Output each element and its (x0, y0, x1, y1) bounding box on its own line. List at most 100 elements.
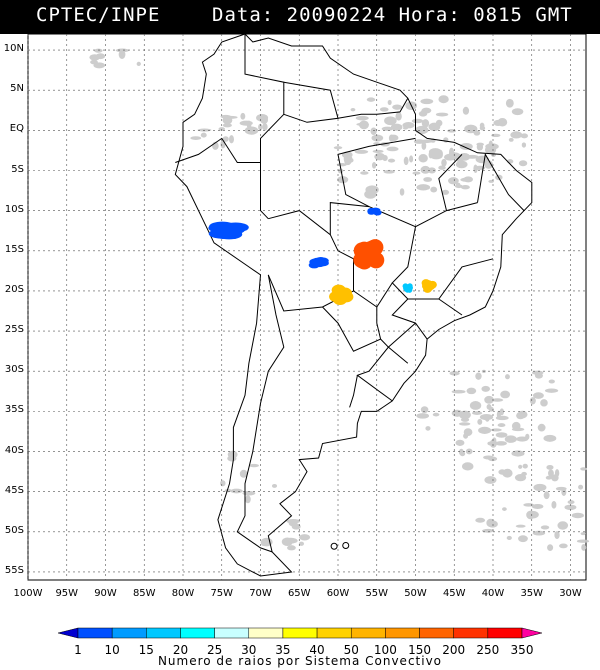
system-bolivia-west (208, 221, 249, 240)
lat-tick-label: 5S (11, 163, 24, 175)
cloud-pixel-cluster (533, 483, 547, 492)
cloud-pixel-cluster (430, 186, 438, 193)
lon-tick-label: 70W (249, 588, 272, 599)
cloud-pixel-cluster (441, 189, 450, 195)
cloud-pixel-cluster (228, 135, 235, 144)
lon-tick-label: 95W (55, 588, 79, 599)
cloud-pixel-cluster (462, 106, 470, 115)
cloud-pixel-cluster (441, 158, 447, 167)
cloud-pixel-cluster (483, 455, 494, 460)
cloud-pixel-cluster (479, 125, 486, 131)
cloud-pixel-cluster (438, 95, 449, 104)
country-border (329, 202, 478, 235)
cloud-pixel-cluster (540, 525, 550, 530)
lon-tick-label: 90W (94, 588, 117, 599)
cloud-pixel-cluster (244, 126, 259, 135)
cloud-pixel-cluster (534, 372, 543, 379)
cloud-pixel-cluster (529, 397, 536, 405)
lat-tick-label: 25S (4, 324, 24, 336)
country-border (376, 282, 393, 308)
colorbar-max-arrow (521, 627, 543, 639)
convective-systems (208, 207, 437, 306)
lat-tick-label: 30S (4, 364, 24, 376)
cloud-pixel-cluster (481, 528, 494, 533)
cloud-pixel-cluster (532, 392, 544, 399)
cloud-pixel-cluster (505, 98, 514, 108)
coastline-and-borders (174, 34, 533, 577)
country-border (349, 375, 358, 408)
cloud-pixel-cluster (481, 385, 491, 392)
lat-tick-label: 10N (3, 43, 24, 55)
cloud-pixel-cluster (484, 395, 494, 404)
cloud-pixel-cluster (94, 48, 103, 53)
cloud-pixel-cluster (517, 410, 528, 419)
colorbar-tick-label: 100 (373, 643, 397, 657)
cloud-pixel-cluster (435, 112, 449, 117)
cloud-pixel-cluster (370, 127, 377, 135)
cloud-pixel-cluster (359, 120, 369, 130)
colorbar-segment (77, 627, 113, 639)
lon-tick-label: 35W (520, 588, 544, 599)
cloud-pixel-cluster (551, 500, 557, 509)
cloud-pixel-cluster (287, 545, 296, 551)
cloud-pixel-cluster (484, 160, 494, 169)
cloud-pixel-cluster (390, 123, 403, 131)
cloud-pixel-cluster (395, 112, 402, 121)
cloud-pixel-cluster (355, 115, 369, 121)
cloud-pixel-cluster (222, 123, 232, 128)
cloud-pixel-cluster (281, 537, 293, 547)
cloud-pixel-cluster (505, 374, 510, 380)
cloud-pixel-cluster (364, 189, 377, 199)
cloud-pixel-cluster (419, 139, 433, 144)
cloud-pixel-cluster (475, 372, 482, 380)
cloud-pixel-cluster (478, 426, 492, 434)
country-border (337, 97, 409, 119)
cloud-pixel-cluster (459, 410, 471, 420)
colorbar-tick-label: 150 (408, 643, 431, 657)
cloud-pixel-cluster (557, 521, 569, 530)
cloud-pixel-cluster (411, 118, 424, 124)
cloud-pixel-cluster (511, 108, 524, 116)
cloud-pixel-cluster (476, 142, 484, 147)
lat-tick-label: 10S (4, 203, 24, 215)
cloud-pixel-cluster (469, 401, 482, 410)
lightning-map[interactable] (0, 34, 600, 590)
cloud-pixel-cluster (354, 149, 369, 154)
cloud-pixel-cluster (403, 156, 409, 166)
cloud-pixel-cluster (499, 408, 505, 416)
cloud-pixel-cluster (371, 161, 377, 169)
cloud-pixel-cluster (379, 107, 389, 112)
cloud-pixel-cluster (435, 119, 443, 127)
colorbar-tick-label: 1 (74, 643, 82, 657)
cloud-pixel-cluster (414, 125, 429, 135)
country-border (356, 338, 393, 402)
lat-tick-label: 15S (4, 243, 24, 255)
lon-tick-label: 85W (132, 588, 156, 599)
cloud-pixel-cluster (429, 152, 443, 160)
cloud-pixel-cluster (581, 544, 587, 551)
cloud-pixel-cluster (475, 155, 489, 164)
cloud-pixel-cluster (256, 114, 269, 122)
colorbar-segment (214, 627, 250, 639)
cloud-pixel-cluster (239, 469, 248, 478)
lon-tick-label: 45W (442, 588, 466, 599)
cloud-pixel-cluster (484, 476, 497, 484)
cloud-pixel-cluster (576, 539, 590, 543)
cloud-pixel-cluster (543, 434, 557, 442)
cloud-pixel-cluster (299, 534, 311, 541)
cloud-pixel-cluster (239, 120, 253, 126)
cloud-pixel-cluster (420, 165, 431, 174)
cloud-pixel-cluster (578, 484, 584, 490)
cloud-pixel-cluster (423, 177, 433, 182)
cloud-pixel-cluster (532, 530, 546, 536)
colorbar-segment (453, 627, 489, 639)
lat-tick-label: EQ (9, 123, 24, 135)
cloud-pixel-cluster (460, 185, 470, 190)
cloud-pixel-cluster (537, 423, 546, 432)
cloud-pixel-cluster (291, 523, 301, 530)
header-bar: CPTEC/INPE Data: 20090224 Hora: 0815 GMT (0, 0, 600, 34)
colorbar-tick-label: 15 (138, 643, 154, 657)
cloud-pixel-cluster (477, 418, 483, 425)
cloud-pixel-cluster (90, 59, 98, 65)
cloud-pixel-cluster (491, 133, 501, 138)
